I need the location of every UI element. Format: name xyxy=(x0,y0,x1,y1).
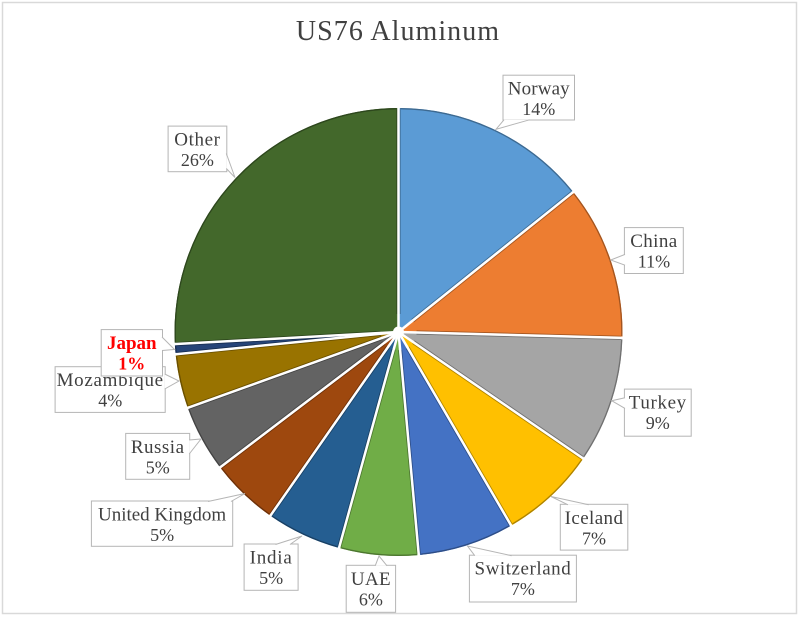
svg-text:11%: 11% xyxy=(638,252,670,272)
svg-text:1%: 1% xyxy=(118,354,145,374)
svg-text:Russia: Russia xyxy=(131,437,185,458)
svg-text:4%: 4% xyxy=(98,391,122,411)
svg-text:6%: 6% xyxy=(359,589,383,609)
svg-text:14%: 14% xyxy=(522,99,555,119)
svg-text:Norway: Norway xyxy=(508,79,570,100)
svg-text:5%: 5% xyxy=(146,457,170,477)
svg-text:India: India xyxy=(250,548,293,569)
svg-text:Iceland: Iceland xyxy=(565,508,624,529)
svg-text:9%: 9% xyxy=(646,413,670,433)
svg-text:Other: Other xyxy=(174,130,220,151)
svg-text:United Kingdom: United Kingdom xyxy=(98,505,226,526)
svg-text:7%: 7% xyxy=(511,579,535,599)
svg-text:7%: 7% xyxy=(582,528,606,548)
svg-text:China: China xyxy=(630,231,678,252)
svg-text:Turkey: Turkey xyxy=(629,393,687,414)
svg-text:5%: 5% xyxy=(150,525,174,545)
svg-text:5%: 5% xyxy=(259,568,283,588)
svg-text:UAE: UAE xyxy=(351,569,391,590)
svg-text:26%: 26% xyxy=(181,150,214,170)
svg-text:US76 Aluminum: US76 Aluminum xyxy=(296,16,500,47)
svg-text:Switzerland: Switzerland xyxy=(474,559,571,580)
svg-text:Japan: Japan xyxy=(107,333,157,354)
